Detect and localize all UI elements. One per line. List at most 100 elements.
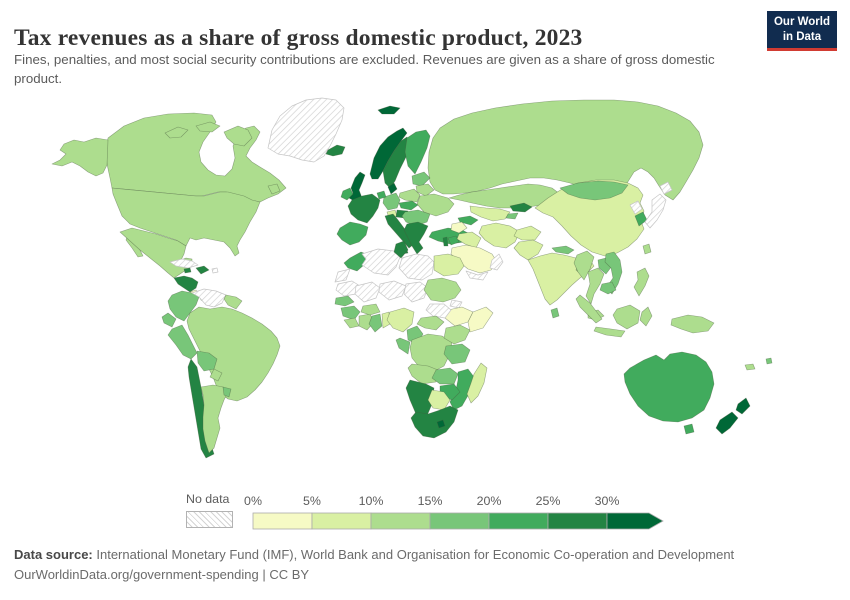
region-baffin[interactable] [223,125,253,147]
region-guyanas[interactable] [223,294,243,310]
region-myanmar[interactable] [573,250,595,281]
legend-bucket-20-25%[interactable] [488,512,549,530]
region-ireland[interactable] [340,187,354,201]
region-egypt[interactable] [433,253,465,277]
region-angola[interactable] [407,363,439,385]
region-poland[interactable] [398,188,421,203]
region-nigeria[interactable] [386,307,415,333]
legend-bucket-5-10%[interactable] [311,512,372,530]
region-tanzania[interactable] [443,343,471,365]
region-alaska[interactable] [51,137,109,177]
region-philippines[interactable] [633,267,650,297]
region-china[interactable] [534,179,645,257]
region-paraguay[interactable] [209,368,223,382]
region-south_sudan[interactable] [425,303,452,319]
region-kyrgyzstan[interactable] [509,202,533,213]
region-iberia[interactable] [336,221,369,246]
region-north_korea[interactable] [629,200,643,215]
region-java[interactable] [593,326,626,338]
region-denmark[interactable] [387,182,398,195]
region-ecuador[interactable] [161,312,177,328]
region-borneo[interactable] [612,304,641,330]
region-mexico[interactable] [119,227,193,279]
region-cuba[interactable] [169,258,199,269]
region-madagascar[interactable] [466,362,488,404]
region-nz_south[interactable] [715,411,739,435]
region-libya[interactable] [398,253,435,281]
region-russia[interactable] [427,99,704,203]
region-australia[interactable] [623,351,715,423]
region-chad[interactable] [403,281,429,303]
region-baltics[interactable] [411,171,431,187]
region-norway[interactable] [369,127,408,180]
legend-bucket-30%+[interactable] [606,512,664,530]
region-somalia[interactable] [467,306,494,333]
region-eritrea[interactable] [449,299,463,309]
region-tunisia[interactable] [393,240,409,259]
region-pakistan[interactable] [513,239,544,261]
region-germany[interactable] [382,192,401,211]
region-tasmania[interactable] [683,423,695,435]
region-mali[interactable] [354,281,381,303]
region-iceland[interactable] [325,144,346,157]
region-iran[interactable] [478,222,521,249]
region-sierra_leone[interactable] [343,317,360,329]
legend-bucket-0-5%[interactable] [252,512,313,530]
region-sumatra[interactable] [575,294,603,324]
region-yemen[interactable] [465,270,489,281]
region-burkina_faso[interactable] [360,303,381,316]
region-ghana[interactable] [368,313,383,333]
region-hispaniola[interactable] [195,265,210,275]
region-svalbard[interactable] [377,105,401,115]
region-fiji[interactable] [765,357,773,365]
world-map[interactable] [0,88,850,492]
region-jamaica[interactable] [183,267,192,274]
region-tajikistan[interactable] [505,212,519,220]
region-gabon_congo[interactable] [395,337,411,355]
region-puerto_rico[interactable] [211,267,219,274]
region-nepal[interactable] [551,245,575,255]
legend-bucket-15-20%[interactable] [429,512,490,530]
region-thailand[interactable] [585,267,605,305]
region-uzbek_turkmen[interactable] [469,205,511,222]
region-belarus[interactable] [415,183,435,197]
region-finland[interactable] [404,129,431,175]
footer-link-line[interactable]: OurWorldinData.org/government-spending |… [14,567,310,583]
region-greenland[interactable] [267,97,345,163]
region-peru[interactable] [167,324,198,360]
region-sudan[interactable] [423,277,462,303]
region-taiwan[interactable] [642,243,652,255]
region-arctic_islands_2[interactable] [195,121,221,133]
region-oman[interactable] [489,253,504,271]
region-new_guinea[interactable] [670,314,715,334]
region-newfoundland[interactable] [267,183,281,195]
region-balkans[interactable] [403,221,429,255]
region-venezuela[interactable] [191,288,227,308]
region-mozambique[interactable] [449,368,475,411]
region-sulawesi[interactable] [639,306,653,327]
region-central_america[interactable] [173,275,199,293]
region-syria[interactable] [450,221,468,234]
region-drc[interactable] [409,333,453,373]
region-central_african_republic[interactable] [416,315,445,331]
legend-bucket-25-30%[interactable] [547,512,608,530]
region-morocco[interactable] [343,251,370,272]
region-sri_lanka[interactable] [550,307,560,319]
region-mongolia[interactable] [559,180,629,201]
legend-color-bar[interactable]: 0% 5% 10% 15% 20% 25% 30% [244,492,675,532]
region-afghanistan[interactable] [513,225,542,241]
region-south_africa[interactable] [410,405,459,439]
legend-bucket-10-15%[interactable] [370,512,431,530]
region-guinea[interactable] [340,305,361,321]
region-western_sahara[interactable] [334,268,351,283]
region-benelux[interactable] [376,190,387,200]
region-cambodia[interactable] [599,281,617,295]
region-hokkaido[interactable] [659,181,673,195]
region-lesotho[interactable] [436,419,446,429]
owid-logo[interactable]: Our World in Data [766,11,837,51]
region-algeria[interactable] [361,248,401,276]
region-czech_slovakia[interactable] [398,200,419,211]
legend-no-data[interactable]: No data [186,492,234,528]
region-uganda_kenya[interactable] [443,324,471,345]
region-jordan[interactable] [447,235,460,246]
